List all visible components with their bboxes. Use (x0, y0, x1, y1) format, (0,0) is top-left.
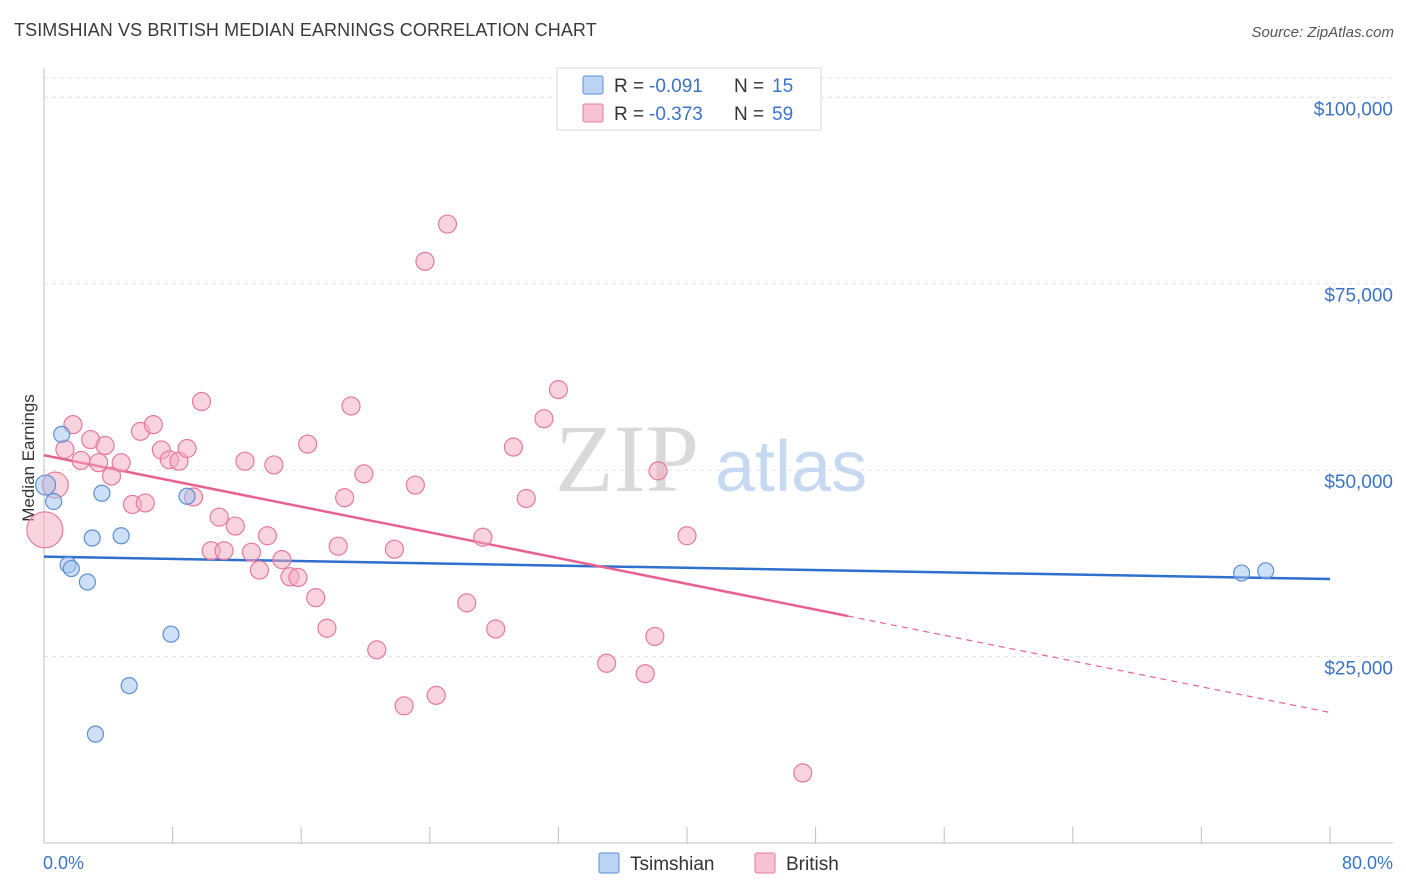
trend-line-british-extension (847, 615, 1331, 714)
series-legend: Tsimshian British (598, 852, 839, 875)
y-tick-labels: $25,000 $50,000 $75,000 $100,000 (1314, 99, 1393, 679)
data-points (26, 214, 1275, 783)
point-british-49 (503, 437, 523, 457)
point-british-53 (597, 653, 617, 673)
point-british-29 (272, 550, 292, 570)
y-tick-label-0: $25,000 (1324, 659, 1393, 680)
watermark-zip: ZIP (555, 405, 699, 512)
chart-title: TSIMSHIAN VS BRITISH MEDIAN EARNINGS COR… (14, 20, 597, 40)
point-british-43 (415, 251, 435, 271)
y-tick-label-2: $75,000 (1324, 286, 1393, 307)
source-credit: Source: ZipAtlas.com (1251, 24, 1394, 41)
point-british-22 (214, 541, 234, 561)
point-tsimshian-9 (112, 527, 130, 545)
legend-r-label-1: R = (614, 104, 644, 125)
legend-r-label-0: R = (614, 76, 644, 97)
point-british-55 (645, 626, 665, 647)
point-british-54 (635, 664, 655, 684)
point-british-12 (135, 493, 155, 513)
point-british-9 (111, 453, 131, 473)
point-british-31 (288, 567, 308, 588)
point-tsimshian-5 (78, 573, 97, 591)
point-tsimshian-6 (83, 529, 101, 547)
bottom-legend-label-tsimshian: Tsimshian (630, 854, 714, 875)
x-tick-right: 80.0% (1342, 853, 1393, 873)
point-tsimshian-2 (53, 425, 71, 443)
legend-r-value-tsimshian: -0.091 (649, 76, 703, 97)
x-tick-labels: 0.0% 80.0% (43, 853, 1393, 873)
point-british-6 (89, 453, 109, 473)
point-british-35 (328, 536, 348, 556)
point-tsimshian-14 (1257, 562, 1275, 580)
legend-r-value-british: -0.373 (649, 104, 703, 125)
trend-line-tsimshian (43, 555, 1331, 581)
legend-n-value-tsimshian: 15 (772, 76, 793, 97)
point-british-27 (257, 526, 278, 546)
point-british-46 (457, 593, 477, 613)
point-british-45 (437, 214, 458, 234)
bottom-legend-swatch-tsimshian (598, 852, 620, 874)
point-british-24 (235, 451, 255, 471)
point-british-42 (405, 475, 425, 495)
point-british-51 (534, 409, 554, 429)
point-tsimshian-11 (162, 625, 180, 643)
bottom-legend-label-british: British (786, 854, 839, 875)
legend-box: R = -0.091 N = 15 R = -0.373 N = 59 (556, 67, 822, 131)
legend-n-label-0: N = (734, 76, 764, 97)
point-british-8 (101, 466, 122, 486)
point-british-33 (306, 588, 326, 608)
point-british-2 (55, 439, 75, 459)
point-british-40 (384, 539, 405, 559)
point-british-44 (426, 685, 446, 705)
point-british-19 (191, 391, 212, 412)
point-tsimshian-4 (62, 559, 80, 578)
trend-lines (43, 454, 1331, 714)
point-british-32 (298, 434, 318, 454)
point-british-4 (71, 450, 91, 471)
point-tsimshian-0 (35, 474, 57, 496)
point-british-0 (26, 511, 64, 549)
y-tick-label-1: $50,000 (1324, 472, 1393, 493)
point-tsimshian-13 (1232, 564, 1251, 582)
point-tsimshian-12 (178, 487, 196, 505)
y-axis-label: Median Earnings (19, 394, 38, 522)
point-british-39 (367, 640, 387, 660)
point-tsimshian-7 (86, 725, 105, 743)
point-british-52 (548, 380, 569, 400)
point-british-50 (516, 488, 536, 509)
bottom-legend-swatch-british (754, 852, 776, 874)
point-british-25 (241, 542, 261, 562)
grid-lines (44, 77, 1393, 658)
legend-swatch-british (582, 103, 604, 123)
x-tick-left: 0.0% (43, 853, 84, 873)
trend-line-british (43, 454, 848, 618)
point-british-28 (264, 455, 284, 475)
watermark: ZIP atlas (555, 405, 867, 512)
point-british-57 (677, 526, 697, 546)
point-tsimshian-10 (120, 677, 138, 695)
legend-n-value-british: 59 (772, 104, 793, 125)
y-tick-label-3: $100,000 (1314, 99, 1393, 120)
point-british-58 (793, 763, 813, 783)
point-british-36 (335, 488, 355, 508)
point-tsimshian-8 (93, 484, 111, 502)
point-british-17 (177, 438, 197, 459)
point-tsimshian-1 (45, 492, 63, 511)
point-british-47 (473, 527, 493, 547)
point-british-37 (341, 396, 361, 416)
point-british-13 (143, 415, 163, 435)
point-british-21 (209, 507, 229, 527)
point-british-26 (249, 560, 270, 580)
point-british-7 (95, 435, 115, 456)
point-british-48 (486, 619, 506, 639)
point-british-38 (354, 464, 374, 484)
point-british-23 (225, 516, 245, 536)
watermark-atlas: atlas (715, 427, 867, 507)
legend-n-label-1: N = (734, 104, 764, 125)
point-british-41 (394, 696, 414, 716)
point-british-34 (317, 618, 337, 638)
legend-swatch-tsimshian (582, 75, 604, 95)
point-british-56 (648, 461, 668, 481)
